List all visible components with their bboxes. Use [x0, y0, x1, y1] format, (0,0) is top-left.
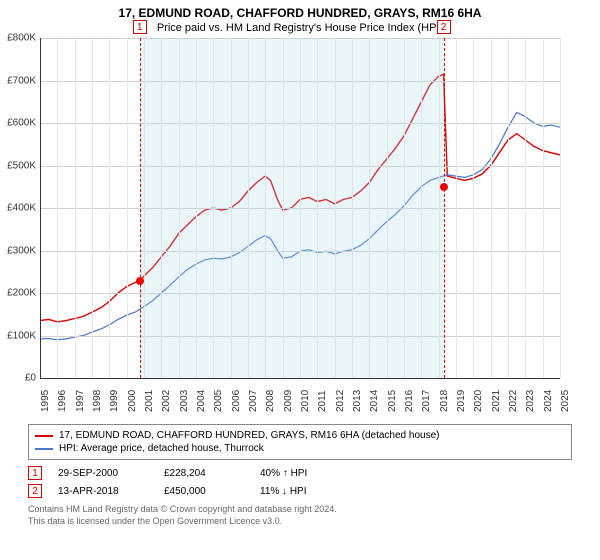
x-tick-label: 2005 [213, 390, 224, 412]
gridline-v [109, 38, 110, 378]
marker-dot [440, 183, 448, 191]
plot-region: 12 [40, 38, 560, 378]
event-price: £228,204 [164, 468, 244, 479]
x-tick-label: 2011 [317, 390, 328, 412]
x-tick-label: 1995 [40, 390, 51, 412]
gridline-v [543, 38, 544, 378]
y-tick-label: £600K [7, 118, 36, 129]
marker-line [444, 38, 445, 378]
event-date: 29-SEP-2000 [58, 468, 148, 479]
x-tick-label: 2002 [161, 390, 172, 412]
chart-title: 17, EDMUND ROAD, CHAFFORD HUNDRED, GRAYS… [0, 0, 600, 20]
event-delta: 11% ↓ HPI [260, 486, 370, 497]
x-tick-label: 2003 [179, 390, 190, 412]
x-tick-label: 1999 [109, 390, 120, 412]
gridline-v [560, 38, 561, 378]
y-tick-label: £400K [7, 203, 36, 214]
y-tick-label: £200K [7, 288, 36, 299]
footer-line: This data is licensed under the Open Gov… [28, 516, 572, 528]
legend-label: HPI: Average price, detached house, Thur… [59, 443, 264, 454]
x-tick-label: 2022 [508, 390, 519, 412]
event-row: 1 29-SEP-2000 £228,204 40% ↑ HPI [28, 464, 572, 482]
gridline-v [57, 38, 58, 378]
y-axis-line [40, 38, 41, 378]
x-tick-label: 2015 [387, 390, 398, 412]
x-tick-label: 2020 [473, 390, 484, 412]
event-price: £450,000 [164, 486, 244, 497]
x-tick-label: 2023 [525, 390, 536, 412]
chart-container: 17, EDMUND ROAD, CHAFFORD HUNDRED, GRAYS… [0, 0, 600, 560]
x-tick-label: 2024 [543, 390, 554, 412]
event-delta: 40% ↑ HPI [260, 468, 370, 479]
x-tick-label: 2016 [404, 390, 415, 412]
x-tick-label: 2009 [283, 390, 294, 412]
marker-box: 1 [133, 20, 147, 34]
x-tick-label: 2001 [144, 390, 155, 412]
x-tick-label: 2006 [231, 390, 242, 412]
chart-area: £0£100K£200K£300K£400K£500K£600K£700K£80… [40, 38, 600, 418]
x-tick-label: 1998 [92, 390, 103, 412]
x-tick-label: 2017 [421, 390, 432, 412]
x-axis-line [40, 378, 560, 379]
event-date: 13-APR-2018 [58, 486, 148, 497]
y-tick-label: £700K [7, 75, 36, 86]
gridline-v [75, 38, 76, 378]
gridline-v [92, 38, 93, 378]
x-tick-label: 2013 [352, 390, 363, 412]
footer: Contains HM Land Registry data © Crown c… [28, 504, 572, 527]
legend-row: 17, EDMUND ROAD, CHAFFORD HUNDRED, GRAYS… [35, 429, 565, 442]
gridline-v [127, 38, 128, 378]
legend-row: HPI: Average price, detached house, Thur… [35, 442, 565, 455]
x-tick-label: 2004 [196, 390, 207, 412]
x-tick-label: 1996 [57, 390, 68, 412]
x-tick-label: 2010 [300, 390, 311, 412]
legend: 17, EDMUND ROAD, CHAFFORD HUNDRED, GRAYS… [28, 424, 572, 460]
x-tick-label: 2021 [491, 390, 502, 412]
x-tick-label: 2019 [456, 390, 467, 412]
y-axis: £0£100K£200K£300K£400K£500K£600K£700K£80… [0, 38, 40, 378]
legend-label: 17, EDMUND ROAD, CHAFFORD HUNDRED, GRAYS… [59, 430, 439, 441]
x-tick-label: 2025 [560, 390, 571, 412]
x-tick-label: 2012 [335, 390, 346, 412]
x-tick-label: 2007 [248, 390, 259, 412]
x-tick-label: 2000 [127, 390, 138, 412]
legend-swatch [35, 435, 53, 437]
event-idx: 2 [28, 484, 42, 498]
marker-box: 2 [437, 20, 451, 34]
x-axis: 1995 1996 1997 1998 1999 2000 2001 2002 2003 2004… [40, 378, 560, 418]
legend-swatch [35, 448, 53, 450]
x-tick-label: 2008 [265, 390, 276, 412]
footer-line: Contains HM Land Registry data © Crown c… [28, 504, 572, 516]
gridline-v [525, 38, 526, 378]
x-tick-label: 1997 [75, 390, 86, 412]
marker-dot [136, 277, 144, 285]
marker-line [140, 38, 141, 378]
y-tick-label: £800K [7, 33, 36, 44]
gridline-v [473, 38, 474, 378]
x-tick-label: 2018 [439, 390, 450, 412]
chart-subtitle: Price paid vs. HM Land Registry's House … [0, 20, 600, 38]
y-tick-label: £300K [7, 245, 36, 256]
event-row: 2 13-APR-2018 £450,000 11% ↓ HPI [28, 482, 572, 500]
event-idx: 1 [28, 466, 42, 480]
event-table: 1 29-SEP-2000 £228,204 40% ↑ HPI 2 13-APR-201… [28, 464, 572, 500]
shaded-region [140, 38, 444, 378]
x-tick-label: 2014 [369, 390, 380, 412]
gridline-v [491, 38, 492, 378]
gridline-v [456, 38, 457, 378]
y-tick-label: £500K [7, 160, 36, 171]
gridline-v [508, 38, 509, 378]
y-tick-label: £100K [7, 330, 36, 341]
y-tick-label: £0 [25, 373, 36, 384]
